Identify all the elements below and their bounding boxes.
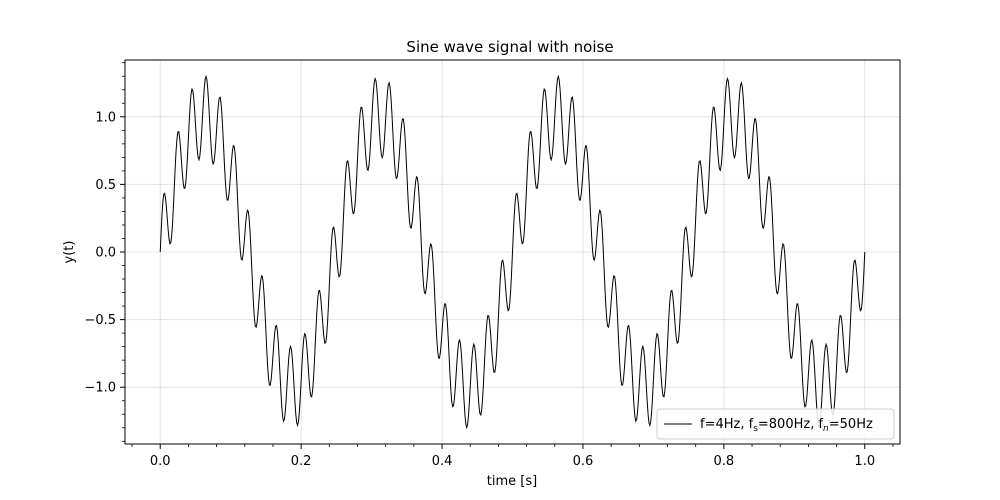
x-tick-label: 0.0: [150, 454, 171, 469]
legend-subscript-n: n: [823, 424, 829, 434]
y-tick-label: −0.5: [84, 313, 116, 328]
y-axis-label: y(t): [62, 241, 77, 264]
series-line: [159, 74, 866, 430]
legend-text-part: =800Hz, f: [758, 417, 824, 432]
x-axis-label: time [s]: [487, 474, 537, 489]
legend-text-part: f=4Hz, f: [700, 417, 754, 432]
y-tick-label: −1.0: [84, 381, 116, 396]
legend-subscript-s: s: [753, 424, 758, 434]
plot-area: [159, 74, 866, 430]
y-tick-label: 1.0: [95, 110, 116, 125]
x-tick-label: 0.6: [573, 454, 594, 469]
legend-text-part: =50Hz: [829, 417, 873, 432]
legend-box: [656, 408, 895, 440]
y-axis: −1.0 −0.5 0.0 0.5 1.0: [84, 62, 125, 442]
y-tick-label: 0.0: [95, 246, 116, 261]
x-tick-label: 0.8: [714, 454, 735, 469]
chart-title: Sine wave signal with noise: [406, 38, 613, 56]
legend-entry: f=4Hz, fs=800Hz, fn=50Hz: [700, 417, 873, 434]
x-tick-label: 0.4: [432, 454, 453, 469]
x-axis: 0.0 0.2 0.4 0.6 0.8 1.0: [131, 444, 894, 469]
legend: f=4Hz, fs=800Hz, fn=50Hz: [656, 408, 895, 440]
x-tick-label: 1.0: [854, 454, 875, 469]
y-tick-label: 0.5: [95, 178, 116, 193]
x-tick-label: 0.2: [291, 454, 312, 469]
